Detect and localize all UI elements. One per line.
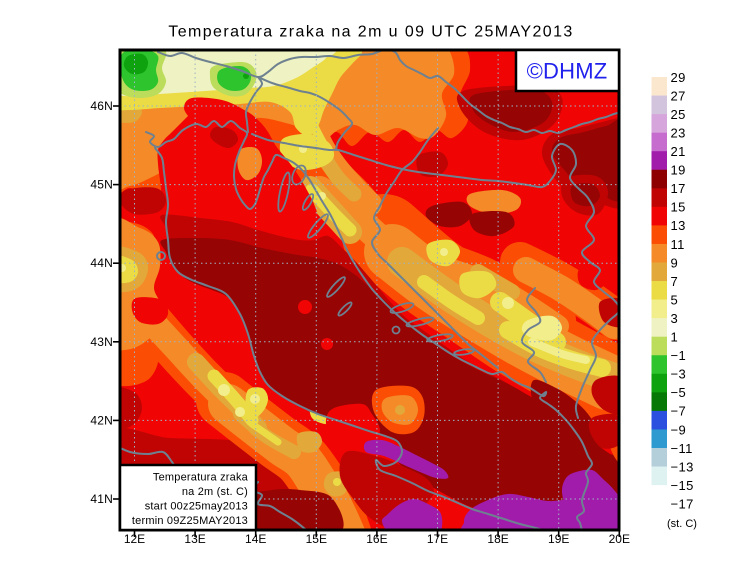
svg-text:−7: −7 bbox=[671, 404, 687, 419]
svg-text:−3: −3 bbox=[671, 367, 687, 382]
svg-text:29: 29 bbox=[671, 70, 686, 85]
svg-text:−11: −11 bbox=[671, 441, 693, 456]
svg-text:17: 17 bbox=[671, 181, 686, 196]
svg-text:21: 21 bbox=[671, 144, 686, 159]
svg-text:18E: 18E bbox=[487, 532, 508, 546]
svg-text:7: 7 bbox=[671, 274, 679, 289]
svg-text:−1: −1 bbox=[671, 348, 687, 363]
svg-text:41N: 41N bbox=[90, 492, 113, 506]
svg-text:17E: 17E bbox=[427, 532, 448, 546]
svg-text:−15: −15 bbox=[671, 478, 694, 493]
svg-text:23: 23 bbox=[671, 125, 686, 140]
svg-text:−17: −17 bbox=[671, 496, 694, 511]
svg-text:13: 13 bbox=[671, 218, 686, 233]
svg-text:11: 11 bbox=[671, 237, 685, 252]
svg-text:42N: 42N bbox=[90, 413, 113, 427]
svg-text:Temperatura zraka na 2m u 09 U: Temperatura zraka na 2m u 09 UTC 25MAY20… bbox=[168, 24, 573, 41]
svg-text:−5: −5 bbox=[671, 385, 687, 400]
svg-text:start 00z25may2013: start 00z25may2013 bbox=[145, 501, 248, 513]
svg-text:termin 09Z25MAY2013: termin 09Z25MAY2013 bbox=[132, 515, 248, 527]
svg-text:25: 25 bbox=[671, 107, 686, 122]
svg-text:9: 9 bbox=[671, 255, 679, 270]
svg-text:15: 15 bbox=[671, 200, 686, 215]
svg-text:27: 27 bbox=[671, 88, 686, 103]
svg-text:19: 19 bbox=[671, 163, 686, 178]
svg-text:3: 3 bbox=[671, 311, 679, 326]
svg-text:Temperatura zraka: Temperatura zraka bbox=[153, 472, 249, 484]
svg-text:−13: −13 bbox=[671, 459, 694, 474]
svg-text:14E: 14E bbox=[245, 532, 266, 546]
svg-text:15E: 15E bbox=[306, 532, 327, 546]
svg-text:44N: 44N bbox=[90, 256, 113, 270]
svg-text:43N: 43N bbox=[90, 335, 113, 349]
svg-text:−9: −9 bbox=[671, 422, 687, 437]
svg-text:46N: 46N bbox=[90, 99, 113, 113]
svg-text:na 2m (st. C): na 2m (st. C) bbox=[182, 486, 248, 498]
svg-text:5: 5 bbox=[671, 292, 679, 307]
svg-text:13E: 13E bbox=[184, 532, 205, 546]
svg-text:1: 1 bbox=[671, 330, 679, 345]
svg-text:16E: 16E bbox=[366, 532, 387, 546]
svg-text:©DHMZ: ©DHMZ bbox=[527, 59, 608, 84]
svg-text:20E: 20E bbox=[609, 532, 630, 546]
svg-text:19E: 19E bbox=[548, 532, 569, 546]
svg-text:(st. C): (st. C) bbox=[667, 518, 697, 530]
svg-text:45N: 45N bbox=[90, 178, 113, 192]
svg-text:12E: 12E bbox=[124, 532, 145, 546]
